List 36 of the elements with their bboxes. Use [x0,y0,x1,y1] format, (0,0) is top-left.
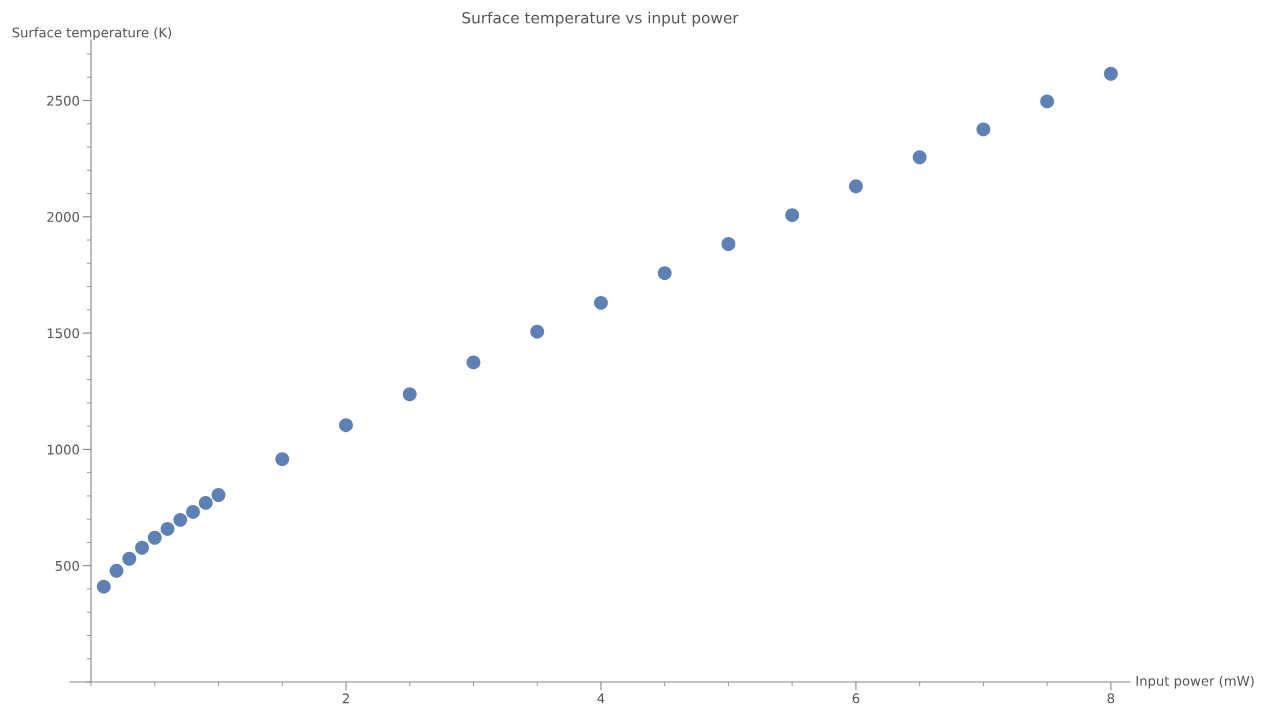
point [1103,66,1118,81]
point [96,579,111,594]
x-tick-label: 2 [342,693,349,704]
y-axis-title: Surface temperature (K) [12,27,172,40]
x-tick-label: 6 [852,693,860,704]
point [466,355,481,370]
x-tick-label: 8 [1107,693,1115,704]
point [160,522,175,536]
point [594,295,608,310]
y-tick-label: 1000 [47,444,80,455]
point [186,505,200,519]
point [402,387,417,402]
point [147,530,162,545]
point [657,266,672,281]
point [848,179,863,194]
point [785,208,800,223]
point [173,512,188,527]
x-tick-label: 4 [597,693,605,704]
y-tick-label: 1500 [47,328,80,339]
x-axis-title: Input power (mW) [1136,675,1254,689]
point [721,237,736,251]
point [198,495,213,510]
y-tick-label: 2000 [47,212,80,222]
point [976,122,991,137]
point [530,324,545,339]
y-tick-label: 2500 [47,95,80,106]
point [275,452,290,467]
point [1040,94,1055,109]
point [135,540,149,555]
chart-title: Surface temperature vs input power [462,11,739,27]
point [339,418,353,433]
point [122,551,137,566]
point [912,150,927,165]
y-tick-label: 500 [55,560,80,571]
point [211,488,226,502]
point [109,563,124,578]
